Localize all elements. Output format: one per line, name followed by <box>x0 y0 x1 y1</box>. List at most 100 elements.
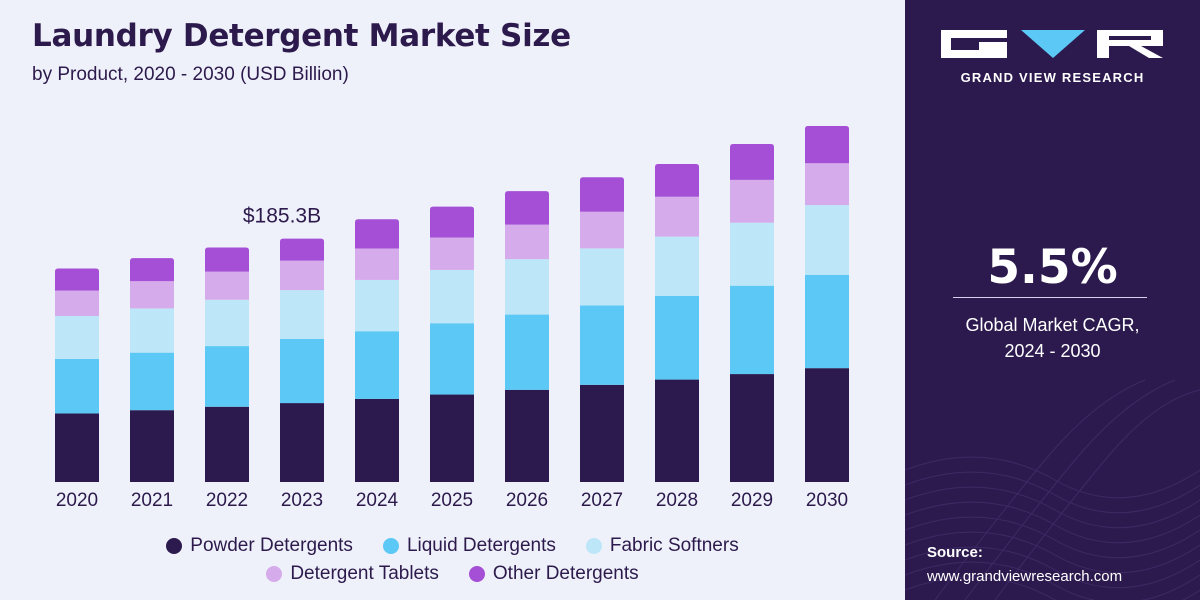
bar-2027-other-detergents <box>580 177 624 212</box>
bar-2025-liquid-detergents <box>430 323 474 395</box>
bar-2021-detergent-tablets <box>130 281 174 309</box>
bar-2023-liquid-detergents <box>280 339 324 404</box>
bar-2021-other-detergents <box>130 258 174 282</box>
bar-2021-fabric-softners <box>130 308 174 353</box>
bar-2024-other-detergents <box>355 219 399 249</box>
x-tick-label-2024: 2024 <box>356 490 399 511</box>
bar-2025-other-detergents <box>430 206 474 238</box>
bar-2022-fabric-softners <box>205 299 249 347</box>
bar-2020-powder-detergents <box>55 413 99 482</box>
x-tick-label-2027: 2027 <box>581 490 623 511</box>
chart-title: Laundry Detergent Market Size <box>32 18 571 54</box>
bar-2028-powder-detergents <box>655 379 699 482</box>
bar-2026-liquid-detergents <box>505 314 549 390</box>
bar-2029-fabric-softners <box>730 222 774 286</box>
bar-2028-liquid-detergents <box>655 295 699 380</box>
bar-2029-powder-detergents <box>730 374 774 482</box>
legend-row-1: Powder Detergents Liquid Detergents Fabr… <box>0 532 905 560</box>
cagr-label-line-2: 2024 - 2030 <box>1004 341 1101 361</box>
bar-2020-other-detergents <box>55 268 99 291</box>
bar-2024-powder-detergents <box>355 398 399 482</box>
bar-2026-fabric-softners <box>505 259 549 315</box>
bar-2030-detergent-tablets <box>805 163 849 206</box>
bar-2023-powder-detergents <box>280 403 324 482</box>
bar-2026-detergent-tablets <box>505 224 549 260</box>
bar-2022-detergent-tablets <box>205 271 249 300</box>
source-url-link[interactable]: www.grandviewresearch.com <box>927 568 1123 585</box>
bar-2028-detergent-tablets <box>655 196 699 237</box>
legend-label-liquid-detergents: Liquid Detergents <box>406 535 556 556</box>
bar-2027-powder-detergents <box>580 384 624 482</box>
bar-2026-powder-detergents <box>505 389 549 482</box>
legend-item-liquid-detergents: Liquid Detergents <box>382 535 556 557</box>
bar-2024-detergent-tablets <box>355 248 399 280</box>
legend-swatch-fabric-softners <box>585 538 602 554</box>
bar-2025-fabric-softners <box>430 269 474 324</box>
bar-2020-fabric-softners <box>55 316 99 359</box>
legend-row-2: Detergent Tablets Other Detergents <box>0 560 905 588</box>
x-tick-label-2025: 2025 <box>431 490 473 511</box>
bar-2027-fabric-softners <box>580 248 624 306</box>
bar-2029-detergent-tablets <box>730 179 774 223</box>
x-tick-label-2026: 2026 <box>506 490 548 511</box>
bar-2021-powder-detergents <box>130 410 174 482</box>
bar-2030-powder-detergents <box>805 368 849 482</box>
bar-2029-other-detergents <box>730 144 774 180</box>
x-tick-label-2021: 2021 <box>131 490 173 511</box>
bar-2030-liquid-detergents <box>805 274 849 369</box>
bar-total-annotation: $185.3B <box>243 205 321 228</box>
bar-2022-other-detergents <box>205 247 249 272</box>
legend-label-fabric-softners: Fabric Softners <box>609 535 739 556</box>
stacked-bar-chart: 2020 2021 2022 2023 $185.3B 2024 2025 2026 2027 2… <box>55 126 849 511</box>
bar-2022-powder-detergents <box>205 406 249 482</box>
chart-panel: Laundry Detergent Market Size by Product… <box>0 18 905 588</box>
x-tick-label-2030: 2030 <box>806 490 848 511</box>
legend-label-other-detergents: Other Detergents <box>492 563 639 584</box>
legend-item-powder-detergents: Powder Detergents <box>166 535 353 557</box>
x-tick-label-2020: 2020 <box>56 490 98 511</box>
cagr-label-line-1: Global Market CAGR, <box>965 315 1140 335</box>
x-tick-label-2028: 2028 <box>656 490 698 511</box>
bar-2028-other-detergents <box>655 163 699 197</box>
brand-name: GRAND VIEW RESEARCH <box>960 70 1145 85</box>
cagr-label: Global Market CAGR, 2024 - 2030 <box>905 312 1200 364</box>
gvr-logo-icon <box>941 30 1163 58</box>
legend-item-detergent-tablets: Detergent Tablets <box>266 563 439 585</box>
cagr-divider <box>953 297 1147 298</box>
legend-swatch-detergent-tablets <box>266 566 283 582</box>
x-tick-label-2023: 2023 <box>281 490 323 511</box>
x-tick-label-2029: 2029 <box>731 490 773 511</box>
bar-2023-fabric-softners <box>280 290 324 340</box>
legend-swatch-powder-detergents <box>166 538 183 554</box>
legend-swatch-liquid-detergents <box>382 538 399 554</box>
legend-label-powder-detergents: Powder Detergents <box>190 535 353 556</box>
bar-2024-fabric-softners <box>355 279 399 332</box>
bar-2023-other-detergents <box>280 238 324 261</box>
bar-2023-detergent-tablets <box>280 260 324 291</box>
source-label: Source: <box>927 544 983 561</box>
bar-2020-liquid-detergents <box>55 358 99 414</box>
bar-2027-detergent-tablets <box>580 211 624 249</box>
legend-item-other-detergents: Other Detergents <box>468 563 639 585</box>
bar-2030-fabric-softners <box>805 205 849 275</box>
bar-2030-other-detergents <box>805 126 849 164</box>
bar-2029-liquid-detergents <box>730 285 774 375</box>
bar-2022-liquid-detergents <box>205 346 249 407</box>
chart-legend: Powder Detergents Liquid Detergents Fabr… <box>0 532 905 588</box>
cagr-value: 5.5% <box>987 240 1118 295</box>
bar-2027-liquid-detergents <box>580 305 624 385</box>
bar-2028-fabric-softners <box>655 236 699 296</box>
legend-swatch-other-detergents <box>468 566 485 582</box>
bar-2025-detergent-tablets <box>430 237 474 270</box>
x-tick-label-2022: 2022 <box>206 490 248 511</box>
legend-item-fabric-softners: Fabric Softners <box>585 535 739 557</box>
wave-pattern-background <box>905 379 1200 600</box>
legend-label-detergent-tablets: Detergent Tablets <box>290 563 439 584</box>
bar-2025-powder-detergents <box>430 394 474 482</box>
bar-2026-other-detergents <box>505 191 549 225</box>
bar-2021-liquid-detergents <box>130 352 174 411</box>
chart-subtitle: by Product, 2020 - 2030 (USD Billion) <box>32 64 349 85</box>
bar-2024-liquid-detergents <box>355 331 399 399</box>
info-sidebar: GRAND VIEW RESEARCH 5.5% Global Market C… <box>905 0 1200 600</box>
bar-2020-detergent-tablets <box>55 290 99 317</box>
